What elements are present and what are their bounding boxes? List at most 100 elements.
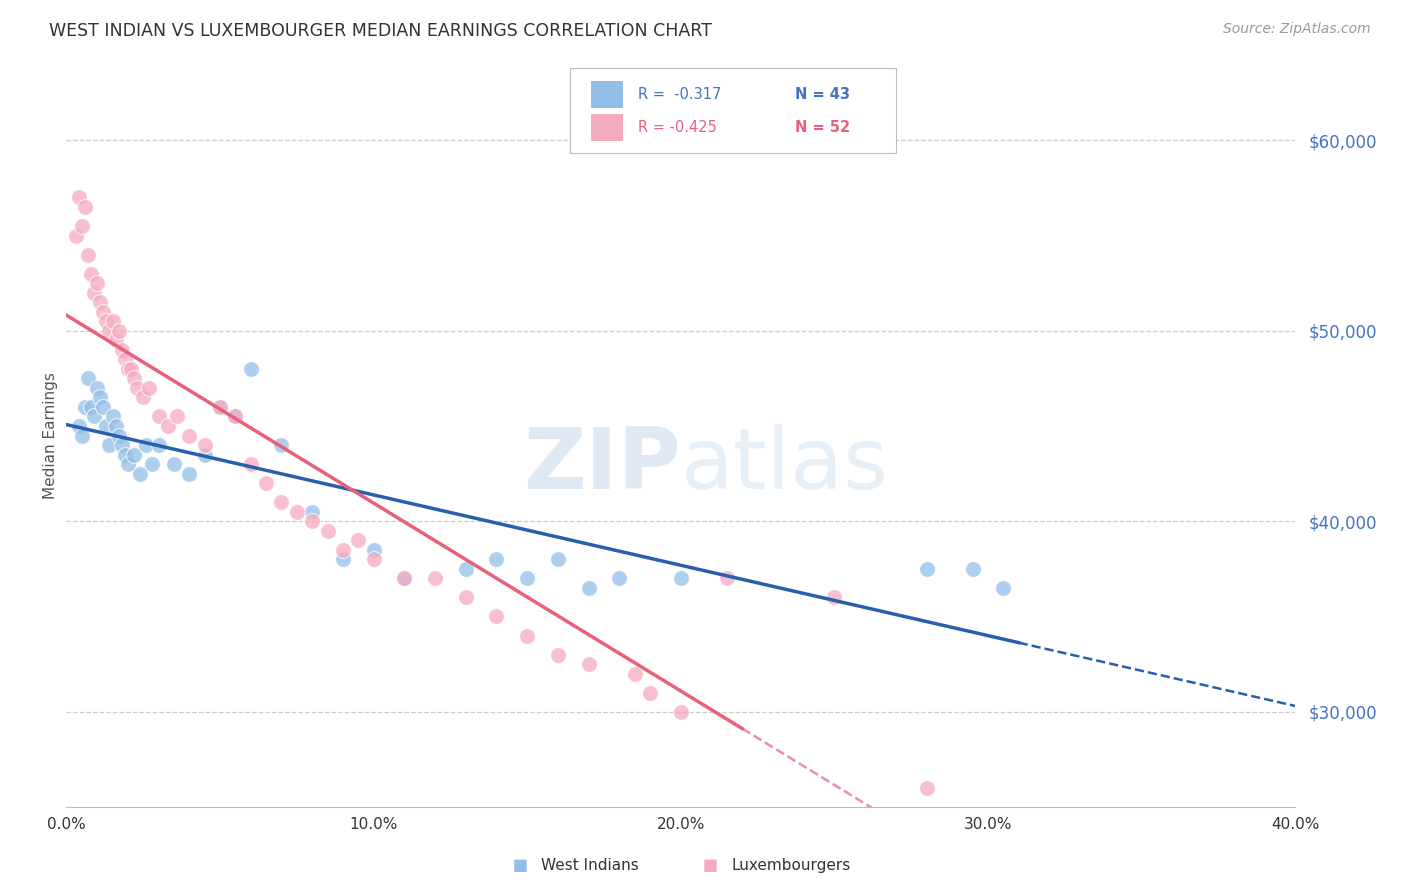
Point [179,428,201,442]
Point [80,400,103,414]
Text: West Indians: West Indians [541,858,640,872]
Point [301,514,323,528]
Point [141,457,163,471]
Point [127,381,149,395]
Text: ZIP: ZIP [523,424,681,507]
Point [98,324,121,338]
Text: Source: ZipAtlas.com: Source: ZipAtlas.com [1223,22,1371,37]
Point [578,581,600,595]
Point [394,571,416,585]
Point [91,304,114,318]
Point [114,352,136,367]
Point [67,419,90,434]
Point [224,409,246,424]
Point [347,533,370,548]
Point [285,505,308,519]
Point [135,438,157,452]
Point [915,562,938,576]
Point [77,247,100,261]
Point [332,552,354,566]
Text: ▪: ▪ [702,854,718,877]
Point [578,657,600,672]
Point [224,409,246,424]
Point [156,419,179,434]
Point [111,343,134,357]
Point [148,438,170,452]
Text: R =  -0.317: R = -0.317 [638,87,721,102]
Text: N = 52: N = 52 [794,120,851,135]
Point [270,438,292,452]
Point [179,467,201,481]
Point [86,381,108,395]
Point [363,552,385,566]
Point [67,190,90,204]
Point [91,400,114,414]
Point [70,219,93,233]
Point [962,562,984,576]
Point [823,591,845,605]
Point [101,314,124,328]
Point [96,314,118,328]
Point [138,381,160,395]
Point [316,524,339,538]
Point [73,200,96,214]
Point [89,391,111,405]
Point [148,409,170,424]
Point [107,428,129,442]
Point [122,448,145,462]
Point [363,542,385,557]
Point [163,457,186,471]
Point [96,419,118,434]
Point [516,628,538,642]
Point [423,571,446,585]
Text: WEST INDIAN VS LUXEMBOURGER MEDIAN EARNINGS CORRELATION CHART: WEST INDIAN VS LUXEMBOURGER MEDIAN EARNI… [49,22,711,40]
Text: R = -0.425: R = -0.425 [638,120,717,135]
Point [915,780,938,795]
Point [669,705,692,719]
FancyBboxPatch shape [571,68,896,153]
Text: atlas: atlas [681,424,889,507]
Point [122,371,145,385]
Point [166,409,188,424]
Point [254,476,277,491]
Point [485,552,508,566]
Point [547,552,569,566]
Point [120,362,142,376]
Point [332,542,354,557]
Point [80,267,103,281]
Point [104,419,127,434]
Point [65,228,87,243]
Point [194,448,217,462]
Point [239,457,262,471]
Point [98,438,121,452]
Text: ▪: ▪ [512,854,529,877]
Point [89,295,111,310]
Bar [591,114,623,141]
Point [117,362,139,376]
Point [993,581,1015,595]
Text: N = 43: N = 43 [794,87,851,102]
Point [270,495,292,509]
Y-axis label: Median Earnings: Median Earnings [44,372,58,499]
Point [669,571,692,585]
Point [132,391,155,405]
Point [83,409,105,424]
Point [104,333,127,347]
Point [73,400,96,414]
Point [609,571,631,585]
Point [111,438,134,452]
Point [239,362,262,376]
Point [114,448,136,462]
Point [547,648,569,662]
Point [83,285,105,300]
Point [208,400,231,414]
Point [70,428,93,442]
Point [301,505,323,519]
Point [194,438,217,452]
Point [77,371,100,385]
Point [107,324,129,338]
Bar [591,81,623,108]
Point [208,400,231,414]
Point [485,609,508,624]
Point [454,591,477,605]
